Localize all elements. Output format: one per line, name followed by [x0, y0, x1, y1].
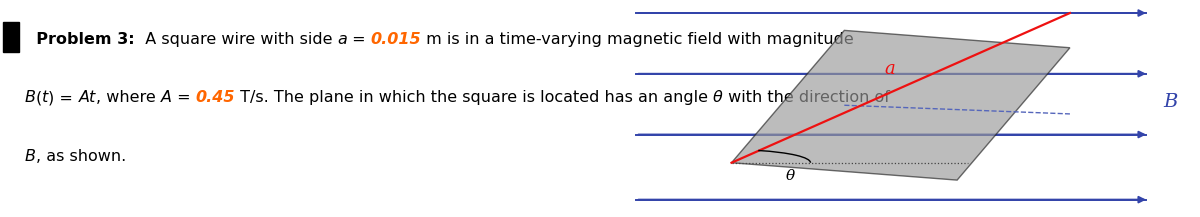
Text: A square wire with side: A square wire with side — [134, 31, 337, 47]
Text: At: At — [78, 90, 96, 105]
Text: a: a — [337, 31, 347, 47]
Text: (: ( — [36, 90, 42, 105]
Text: a: a — [884, 61, 895, 78]
Text: θ: θ — [786, 169, 796, 183]
Text: 0.015: 0.015 — [371, 31, 421, 47]
Bar — [4, 22, 19, 52]
Text: , as shown.: , as shown. — [36, 149, 126, 164]
Text: A: A — [161, 90, 172, 105]
Text: B: B — [1163, 93, 1177, 111]
Text: t: t — [42, 90, 48, 105]
Text: Problem 3:: Problem 3: — [25, 31, 134, 47]
Text: with the direction of: with the direction of — [722, 90, 889, 105]
Text: , where: , where — [96, 90, 161, 105]
Polygon shape — [732, 30, 1070, 180]
Text: =: = — [172, 90, 196, 105]
Text: 0.45: 0.45 — [196, 90, 235, 105]
Text: B: B — [25, 90, 36, 105]
Text: T/s. The plane in which the square is located has an angle: T/s. The plane in which the square is lo… — [235, 90, 713, 105]
Text: θ: θ — [713, 90, 722, 105]
Text: m is in a time-varying magnetic field with magnitude: m is in a time-varying magnetic field wi… — [421, 31, 854, 47]
Text: =: = — [347, 31, 371, 47]
Text: B: B — [25, 149, 36, 164]
Text: ) =: ) = — [48, 90, 78, 105]
